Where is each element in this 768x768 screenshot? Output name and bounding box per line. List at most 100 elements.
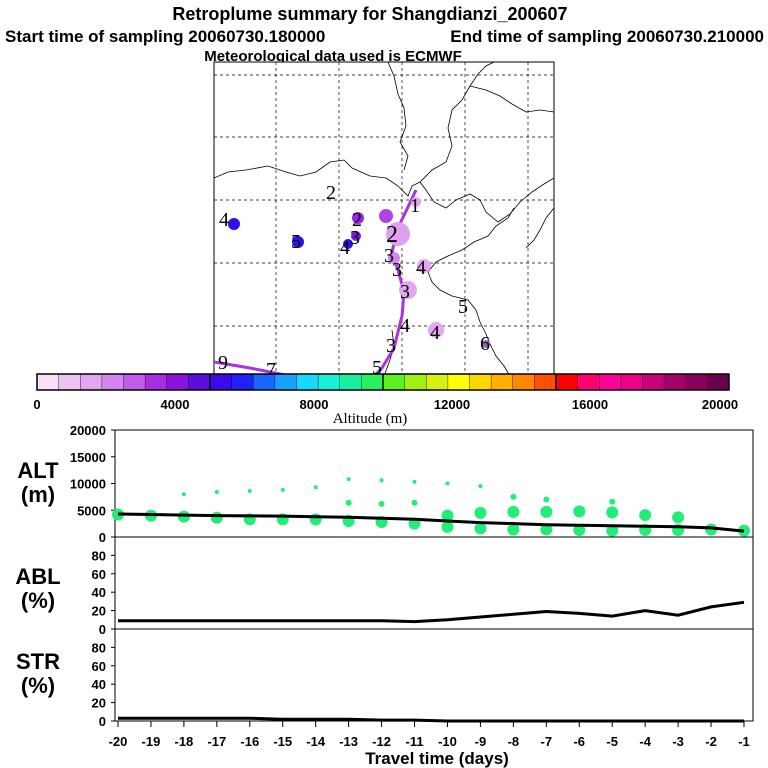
x-tick-label: -5	[606, 734, 618, 749]
alt-ytick-label: 20000	[70, 423, 106, 438]
x-tick-label: -3	[672, 734, 684, 749]
colorbar-cell	[210, 374, 233, 390]
colorbar-tick-2: 8000	[300, 397, 329, 412]
colorbar-cell	[296, 374, 319, 390]
map-label-t: 5	[372, 357, 382, 379]
map-label-m: 5	[458, 296, 468, 318]
alt-plume-point	[478, 484, 483, 489]
colorbar-cell	[426, 374, 449, 390]
map-label-p: 6	[480, 333, 490, 355]
alt-plume-point	[214, 490, 219, 495]
abl-panel: ABL (%) 0 20 40 60 80	[15, 536, 754, 637]
alt-plume-point	[540, 523, 553, 536]
alt-ylabel-line1: ALT	[17, 458, 59, 483]
colorbar-cell	[491, 374, 514, 390]
alt-panel: ALT (m) 0 5000 10000 15000 20000	[17, 423, 754, 545]
x-tick-label: -8	[508, 734, 520, 749]
colorbar-cell	[80, 374, 103, 390]
colorbar-cell	[664, 374, 687, 390]
altitude-colorbar: 0 4000 8000 12000 16000 20000 Altitude (…	[33, 373, 738, 427]
str-ytick-label: 60	[92, 659, 106, 674]
map-label-l: 4	[416, 257, 426, 279]
x-tick-label: -20	[109, 734, 128, 749]
alt-plume-point	[181, 492, 186, 497]
alt-mean-line	[117, 512, 745, 533]
alt-plume-point	[639, 509, 652, 522]
alt-plume-point	[345, 499, 352, 506]
str-frame	[114, 628, 754, 722]
colorbar-tick-0: 0	[33, 397, 40, 412]
abl-ytick-label: 20	[92, 604, 106, 619]
x-tick-label: -11	[405, 734, 423, 749]
colorbar-cell	[253, 374, 276, 390]
map-label-r: 9	[218, 352, 228, 374]
alt-ytick-label: 10000	[70, 477, 106, 492]
alt-plume-point	[411, 499, 418, 506]
colorbar-cell	[166, 374, 189, 390]
alt-plume-point	[441, 509, 454, 522]
colorbar-cell	[685, 374, 708, 390]
map-label-a: 2	[326, 182, 336, 204]
x-tick-label: -4	[639, 734, 651, 749]
colorbar-cell	[188, 374, 211, 390]
abl-ylabel-line1: ABL	[15, 564, 60, 589]
alt-plume-point	[540, 505, 553, 518]
abl-ytick-label: 60	[92, 567, 106, 582]
alt-ylabel-line2: (m)	[21, 482, 55, 507]
alt-plume-point	[573, 524, 586, 537]
abl-ylabel-line2: (%)	[21, 588, 55, 613]
map-label-n: 4	[400, 315, 410, 337]
alt-plume-point	[210, 511, 223, 524]
alt-plume-point	[507, 523, 520, 536]
map-label-o: 4	[430, 322, 440, 344]
abl-frame	[114, 536, 754, 630]
start-time-label: Start time of sampling 20060730.180000	[5, 27, 325, 46]
alt-plume-point	[378, 500, 385, 507]
str-ytick-label: 40	[92, 677, 106, 692]
alt-plume-point	[543, 496, 550, 503]
colorbar-cell	[447, 374, 470, 390]
colorbar-tick-4: 16000	[572, 397, 608, 412]
colorbar-cell	[707, 374, 730, 390]
colorbar-cell	[145, 374, 168, 390]
map-label-h: 2	[386, 222, 398, 248]
x-tick-label: -16	[240, 734, 259, 749]
map-label-d: 5	[291, 231, 301, 253]
alt-plume-point	[412, 479, 417, 484]
abl-ytick-label: 40	[92, 585, 106, 600]
alt-plume-point	[280, 487, 285, 492]
colorbar-tick-1: 4000	[161, 397, 190, 412]
str-line	[118, 716, 744, 723]
map-label-j: 3	[392, 259, 402, 281]
colorbar-tick-3: 12000	[434, 397, 470, 412]
alt-plume-point	[609, 498, 616, 505]
colorbar-cell	[274, 374, 297, 390]
map-label-i: 3	[384, 245, 394, 267]
map-plume-circles	[228, 197, 490, 348]
map-label-b: 1	[410, 195, 420, 217]
alt-plume-point	[474, 522, 487, 535]
alt-ytick-label: 15000	[70, 450, 106, 465]
colorbar-cell	[37, 374, 60, 390]
map-label-k: 3	[400, 281, 410, 303]
colorbar-cell	[231, 374, 254, 390]
map-label-f: 3	[350, 227, 360, 249]
alt-plume-point	[346, 477, 351, 482]
x-tick-label: -12	[372, 734, 391, 749]
alt-plume-point	[507, 505, 520, 518]
colorbar-cell	[534, 374, 557, 390]
x-tick-label: -15	[273, 734, 292, 749]
map-label-s: 7	[266, 359, 276, 381]
colorbar-cell	[58, 374, 81, 390]
abl-line	[118, 600, 745, 624]
alt-plume-point	[510, 493, 517, 500]
map-label-g: 2	[352, 209, 362, 231]
x-tick-label: -13	[339, 734, 358, 749]
x-tick-label: -19	[142, 734, 161, 749]
alt-plume-point	[313, 485, 318, 490]
colorbar-cell	[469, 374, 492, 390]
str-ytick-label: 0	[99, 714, 106, 729]
map-label-q: 3	[386, 335, 396, 357]
colorbar-cell	[339, 374, 362, 390]
colorbar-label: Altitude (m)	[333, 411, 408, 427]
